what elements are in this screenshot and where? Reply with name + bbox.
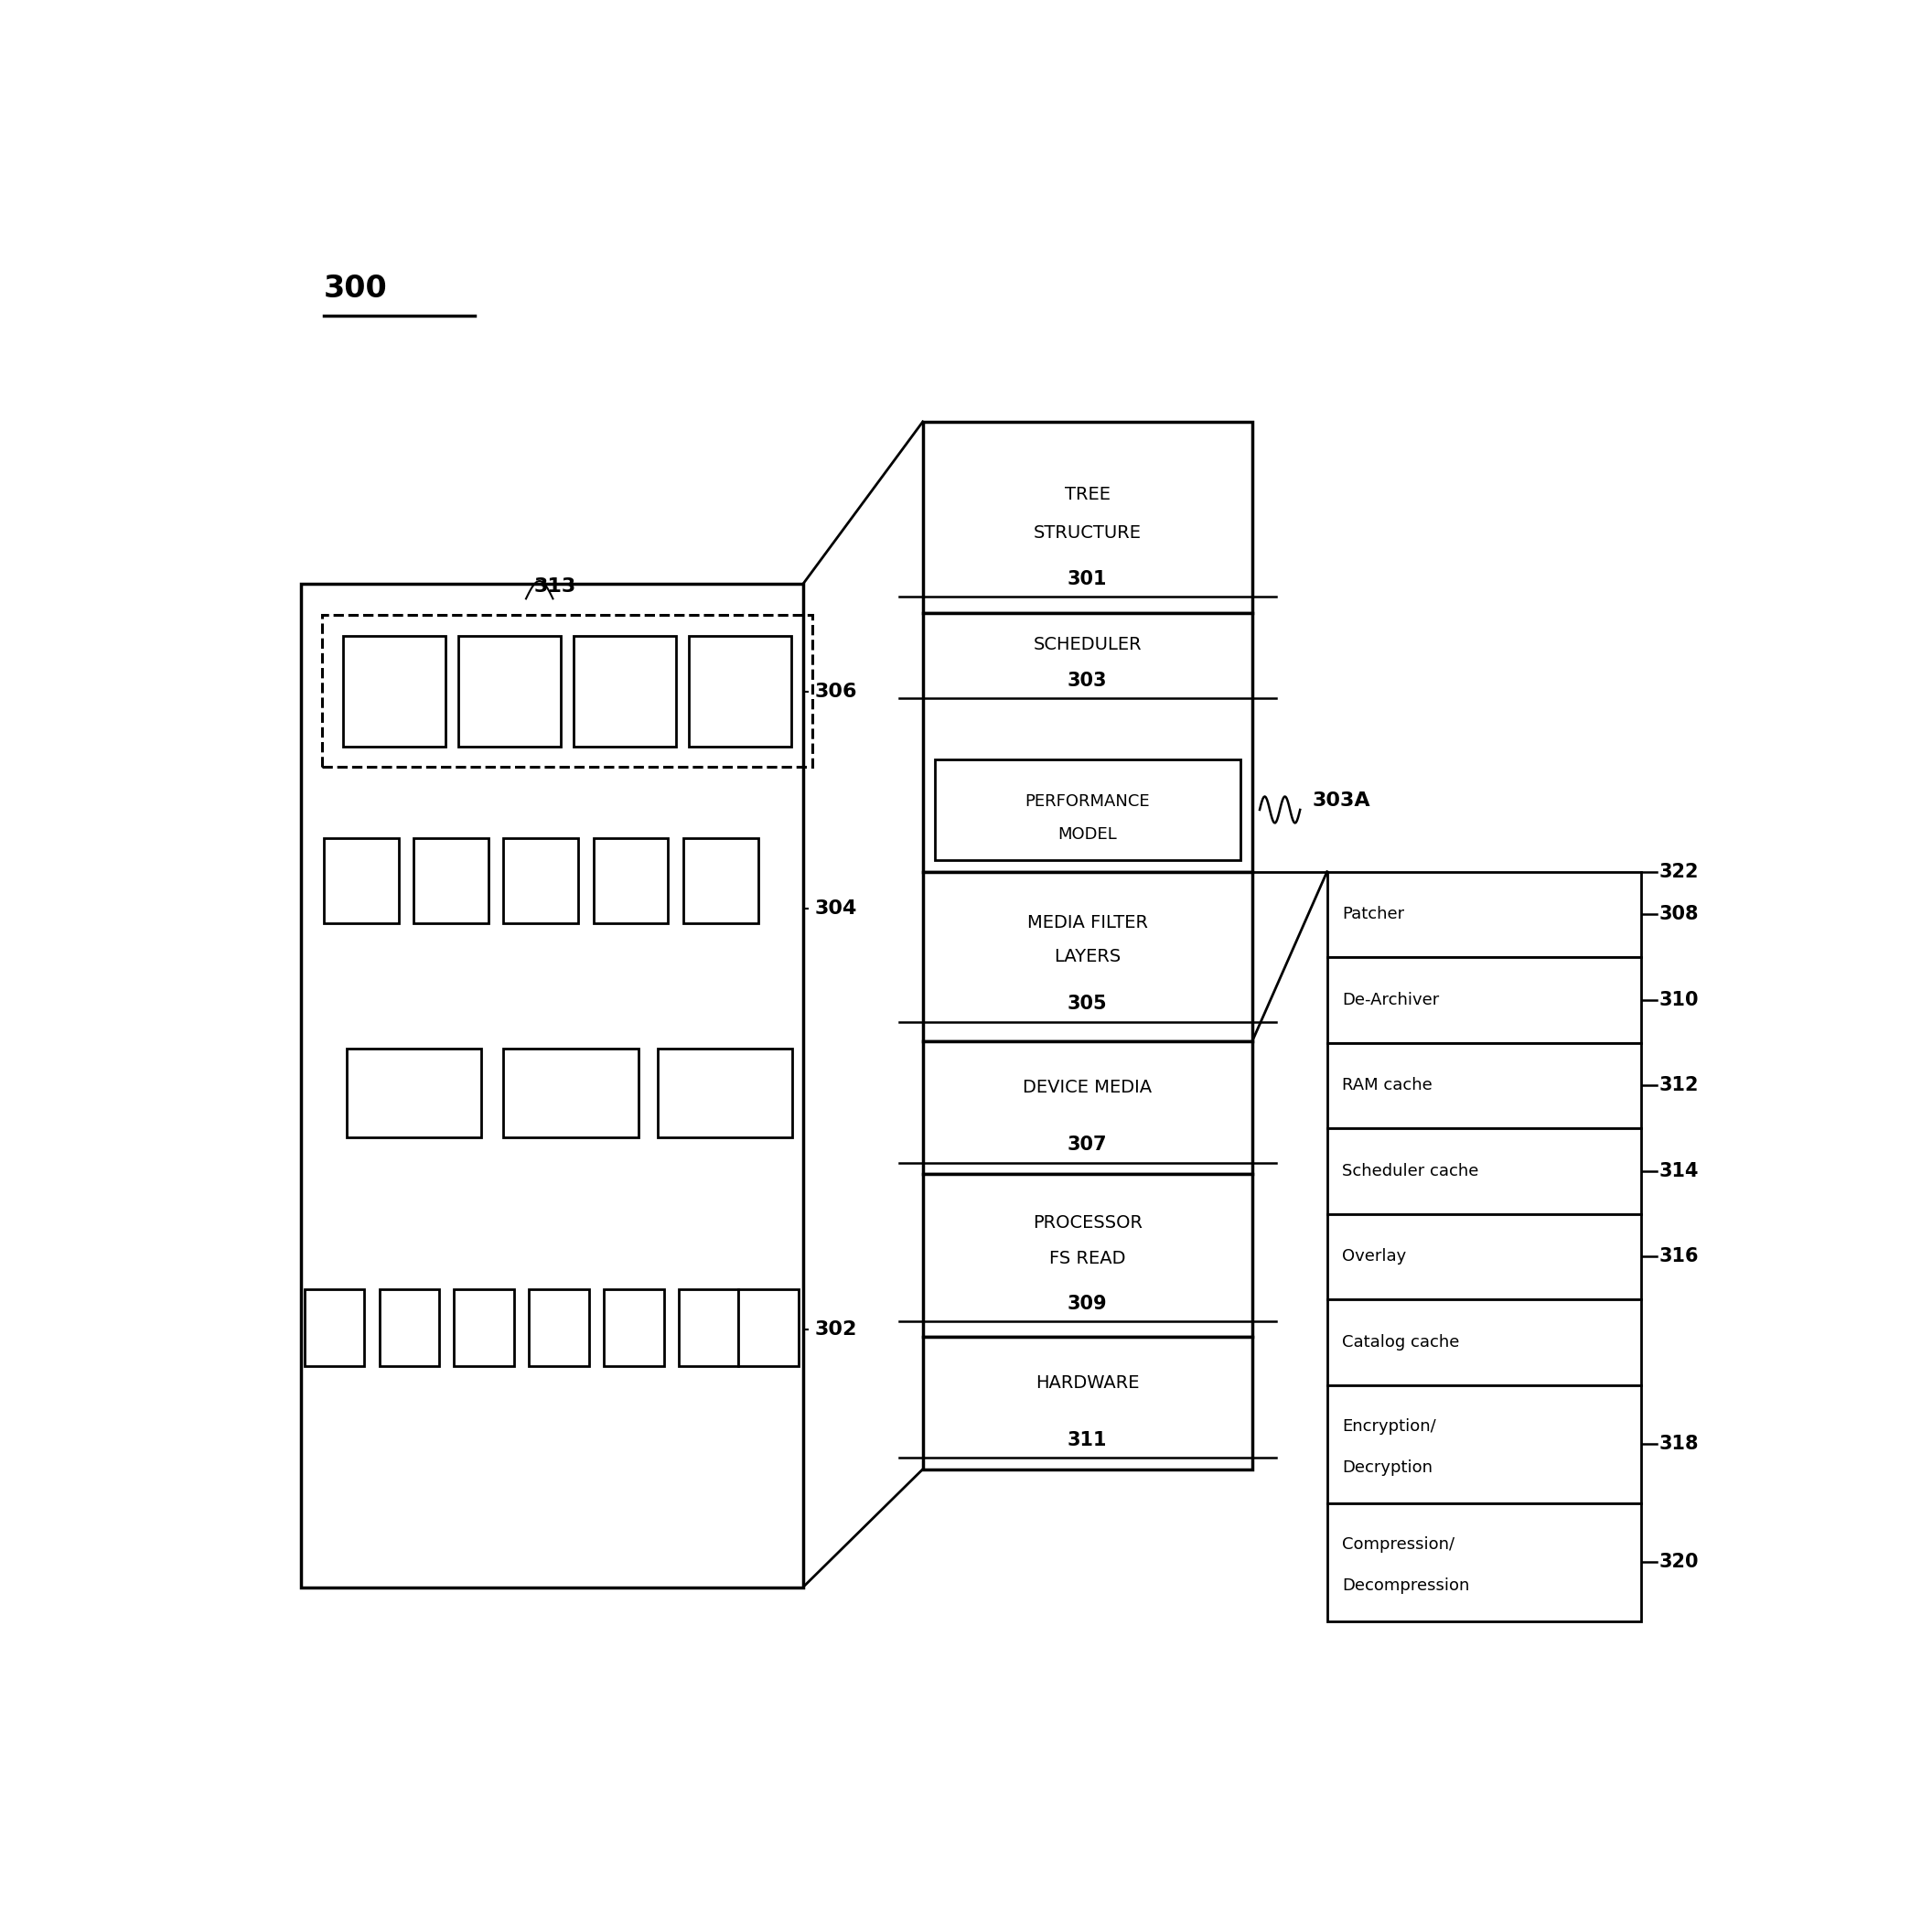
Bar <box>305 1289 365 1366</box>
Text: Overlay: Overlay <box>1343 1249 1406 1265</box>
Bar <box>574 636 676 747</box>
Bar <box>1327 1042 1642 1129</box>
Text: Catalog cache: Catalog cache <box>1343 1334 1459 1351</box>
Text: HARDWARE: HARDWARE <box>1036 1374 1140 1391</box>
Text: 302: 302 <box>815 1320 858 1337</box>
Text: 318: 318 <box>1660 1435 1700 1452</box>
Text: 305: 305 <box>1068 994 1107 1014</box>
Text: 306: 306 <box>815 682 858 701</box>
Text: 300: 300 <box>325 274 388 305</box>
Text: Decompression: Decompression <box>1343 1577 1470 1594</box>
Text: TREE: TREE <box>1065 487 1111 504</box>
Text: 308: 308 <box>1660 906 1700 924</box>
Text: Encryption/: Encryption/ <box>1343 1418 1435 1435</box>
Text: 322: 322 <box>1660 862 1700 881</box>
Text: 310: 310 <box>1660 991 1700 1010</box>
Text: Compression/: Compression/ <box>1343 1537 1455 1552</box>
Text: 314: 314 <box>1660 1161 1700 1180</box>
Bar <box>1327 1215 1642 1299</box>
Bar <box>923 1337 1252 1470</box>
Bar <box>1327 958 1642 1042</box>
Text: Scheduler cache: Scheduler cache <box>1343 1163 1478 1180</box>
Text: MODEL: MODEL <box>1059 826 1117 843</box>
Bar <box>344 636 444 747</box>
Bar <box>935 759 1240 860</box>
Bar <box>923 1175 1252 1337</box>
Text: Decryption: Decryption <box>1343 1460 1434 1475</box>
Bar <box>346 1048 481 1138</box>
Text: Patcher: Patcher <box>1343 906 1405 924</box>
Text: PERFORMANCE: PERFORMANCE <box>1026 793 1150 810</box>
Text: 301: 301 <box>1068 569 1107 588</box>
Text: DEVICE MEDIA: DEVICE MEDIA <box>1022 1079 1151 1096</box>
Bar <box>325 837 398 924</box>
Text: 309: 309 <box>1068 1295 1107 1312</box>
Text: De-Archiver: De-Archiver <box>1343 992 1439 1008</box>
Text: 303A: 303A <box>1312 791 1370 810</box>
Bar <box>684 837 757 924</box>
Text: 304: 304 <box>815 899 858 918</box>
Bar <box>1327 1299 1642 1385</box>
Bar <box>1327 1129 1642 1215</box>
Text: MEDIA FILTER: MEDIA FILTER <box>1028 914 1148 931</box>
Text: FS READ: FS READ <box>1049 1249 1126 1266</box>
Bar <box>923 1042 1252 1175</box>
Text: LAYERS: LAYERS <box>1055 948 1121 966</box>
Bar <box>1327 1385 1642 1504</box>
Bar <box>529 1289 589 1366</box>
Bar <box>923 872 1252 1042</box>
Text: SCHEDULER: SCHEDULER <box>1034 636 1142 653</box>
Text: RAM cache: RAM cache <box>1343 1077 1432 1094</box>
Bar <box>657 1048 792 1138</box>
Bar <box>923 422 1252 613</box>
Bar <box>1327 872 1642 958</box>
Bar <box>923 613 1252 872</box>
Text: STRUCTURE: STRUCTURE <box>1034 525 1142 542</box>
Text: 307: 307 <box>1068 1136 1107 1153</box>
Text: 313: 313 <box>533 579 576 596</box>
Bar <box>454 1289 514 1366</box>
Text: 316: 316 <box>1660 1247 1700 1266</box>
Bar <box>379 1289 439 1366</box>
Text: 303: 303 <box>1068 671 1107 690</box>
Bar <box>678 1289 738 1366</box>
Bar <box>593 837 668 924</box>
Bar <box>458 636 560 747</box>
Text: 320: 320 <box>1660 1554 1700 1571</box>
Text: PROCESSOR: PROCESSOR <box>1032 1215 1142 1232</box>
Bar <box>605 1289 665 1366</box>
Bar <box>504 1048 638 1138</box>
Bar <box>690 636 790 747</box>
Text: 311: 311 <box>1068 1431 1107 1448</box>
Bar <box>1327 1504 1642 1621</box>
Bar <box>323 615 811 766</box>
Bar <box>413 837 489 924</box>
Bar <box>504 837 578 924</box>
Bar <box>301 584 804 1586</box>
Text: 312: 312 <box>1660 1077 1700 1094</box>
Bar <box>738 1289 798 1366</box>
